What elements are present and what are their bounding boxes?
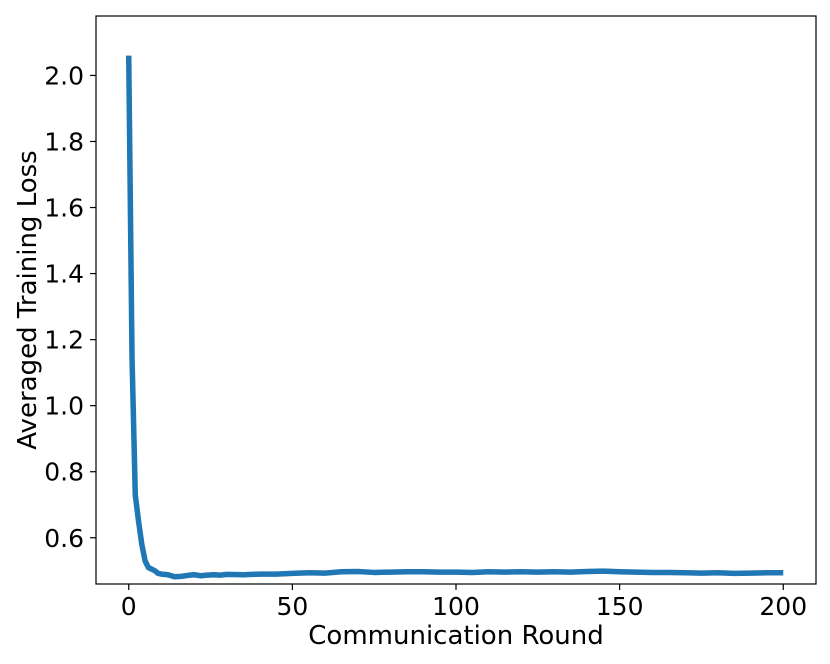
y-tick-label: 2.0 <box>44 61 84 90</box>
y-tick-label: 1.6 <box>44 194 84 223</box>
x-tick-label: 200 <box>759 592 807 621</box>
y-tick-label: 1.8 <box>44 127 84 156</box>
y-tick-label: 1.0 <box>44 392 84 421</box>
y-tick-label: 1.4 <box>44 260 84 289</box>
series-line-0 <box>125 55 784 580</box>
x-tick-label: 150 <box>596 592 644 621</box>
y-tick-label: 0.6 <box>44 524 84 553</box>
y-tick-label: 1.2 <box>44 326 84 355</box>
y-axis-label: Averaged Training Loss <box>13 150 43 449</box>
x-axis-label: Communication Round <box>308 621 603 651</box>
x-axis: 0 50 100 150 200 <box>121 584 807 621</box>
plot-frame <box>95 15 817 585</box>
x-tick-label: 0 <box>121 592 137 621</box>
x-tick-label: 100 <box>432 592 480 621</box>
plot-layer <box>125 55 784 580</box>
x-tick-label: 50 <box>276 592 308 621</box>
y-tick-label: 0.8 <box>44 458 84 487</box>
y-axis: 0.6 0.8 1.0 1.2 1.4 1.6 1.8 2.0 <box>44 61 96 553</box>
